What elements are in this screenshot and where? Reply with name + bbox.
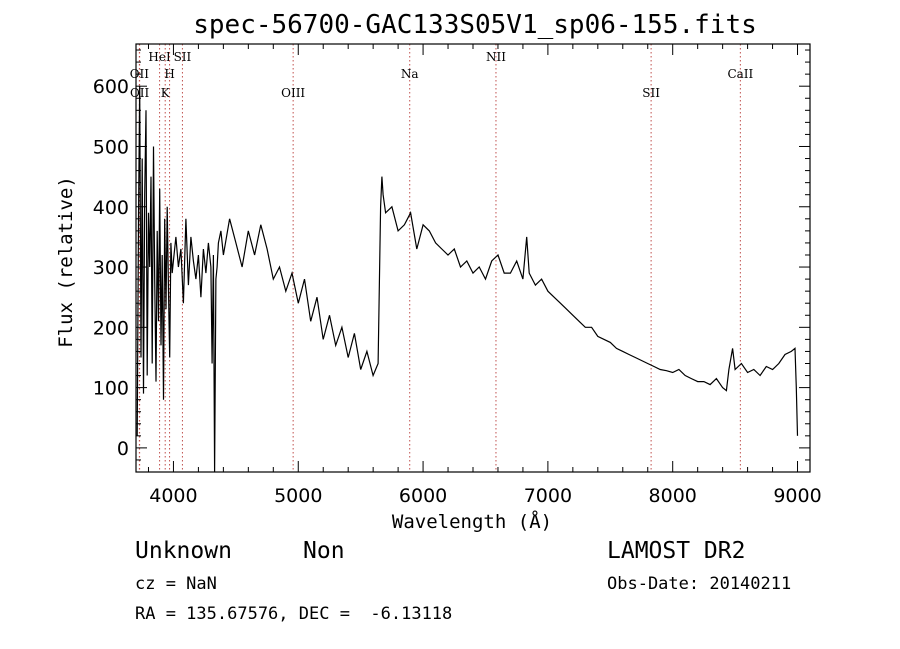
line-label-caii-10: CaII [727,67,753,81]
line-label-sii-5: SII [174,50,192,64]
y-tick-label-300: 300 [93,257,129,279]
emission-line-markers: OIIOIIHeIKHSIIOIIINaNIISIICaII [130,44,754,472]
line-label-k-3: K [161,86,171,100]
observation-date: Obs-Date: 20140211 [607,574,792,594]
line-label-na-7: Na [401,67,419,81]
survey-release: LAMOST DR2 [607,538,746,564]
y-tick-label-600: 600 [93,76,129,98]
line-label-nii-8: NII [486,50,506,64]
spectrum-series-line [136,86,799,473]
y-tick-label-400: 400 [93,197,129,219]
y-tick-label-0: 0 [117,438,129,460]
line-label-h-4: H [164,67,174,81]
y-axis-label: Flux (relative) [55,176,77,348]
redshift-value: cz = NaN [135,574,217,594]
axis-ticks: 4000 5000 6000 7000 8000 9000 0 100 200 300 400 500… [93,44,822,507]
x-tick-label-4000: 4000 [149,485,197,507]
x-tick-label-8000: 8000 [649,485,697,507]
x-tick-label-5000: 5000 [274,485,322,507]
chart-title: spec-56700-GAC133S05V1_sp06-155.fits [193,10,757,40]
object-subclass: Non [303,538,345,564]
plot-frame [135,43,811,473]
line-label-sii-9: SII [642,86,660,100]
x-axis-label: Wavelength (Å) [392,510,552,533]
x-tick-label-6000: 6000 [399,485,447,507]
sky-coordinates: RA = 135.67576, DEC = -6.13118 [135,604,453,624]
line-label-oiii-6: OIII [281,86,305,100]
line-label-hei-2: HeI [148,50,171,64]
y-tick-label-500: 500 [93,136,129,158]
x-tick-label-7000: 7000 [524,485,572,507]
object-class: Unknown [135,538,232,564]
x-tick-label-9000: 9000 [773,485,821,507]
y-tick-label-100: 100 [93,378,129,400]
y-tick-label-200: 200 [93,317,129,339]
